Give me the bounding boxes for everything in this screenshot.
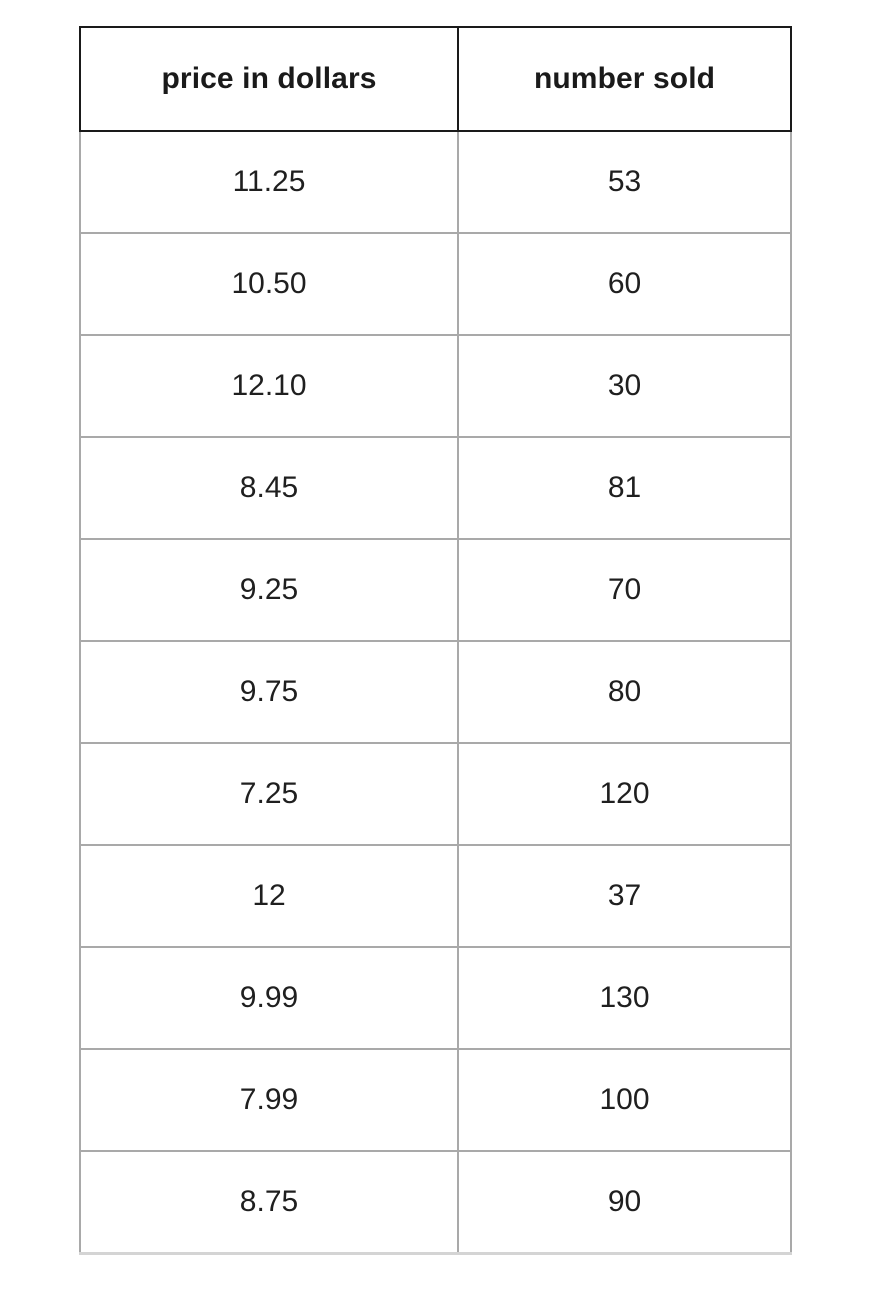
table-row: 7.99 100 [79,1049,792,1152]
cell-price: 8.75 [79,1151,459,1255]
cell-number-sold: 90 [457,1151,792,1255]
cell-price: 12.10 [79,335,459,438]
column-header-price: price in dollars [79,26,459,132]
cell-number-sold: 60 [457,233,792,336]
cell-price: 7.25 [79,743,459,846]
cell-price: 11.25 [79,131,459,234]
table-row: 7.25 120 [79,743,792,846]
table-row: 8.75 90 [79,1151,792,1255]
cell-number-sold: 130 [457,947,792,1050]
table-row: 9.75 80 [79,641,792,744]
table-header: price in dollars number sold [79,26,792,132]
table-body: 11.25 53 10.50 60 12.10 30 8.45 81 9.25 [79,131,792,1255]
table-row: 8.45 81 [79,437,792,540]
table-row: 9.99 130 [79,947,792,1050]
cell-price: 9.75 [79,641,459,744]
cell-number-sold: 30 [457,335,792,438]
table-row: 9.25 70 [79,539,792,642]
table-header-row: price in dollars number sold [79,26,792,132]
cell-number-sold: 70 [457,539,792,642]
table-row: 12.10 30 [79,335,792,438]
column-header-number-sold: number sold [457,26,792,132]
cell-number-sold: 81 [457,437,792,540]
cell-number-sold: 80 [457,641,792,744]
cell-price: 7.99 [79,1049,459,1152]
cell-number-sold: 53 [457,131,792,234]
cell-number-sold: 120 [457,743,792,846]
cell-price: 10.50 [79,233,459,336]
price-sold-table-container: price in dollars number sold 11.25 53 10… [79,26,792,1255]
cell-price: 8.45 [79,437,459,540]
price-sold-table: price in dollars number sold 11.25 53 10… [79,26,792,1255]
cell-price: 9.25 [79,539,459,642]
cell-number-sold: 37 [457,845,792,948]
table-row: 11.25 53 [79,131,792,234]
cell-price: 9.99 [79,947,459,1050]
table-row: 12 37 [79,845,792,948]
table-row: 10.50 60 [79,233,792,336]
cell-number-sold: 100 [457,1049,792,1152]
cell-price: 12 [79,845,459,948]
